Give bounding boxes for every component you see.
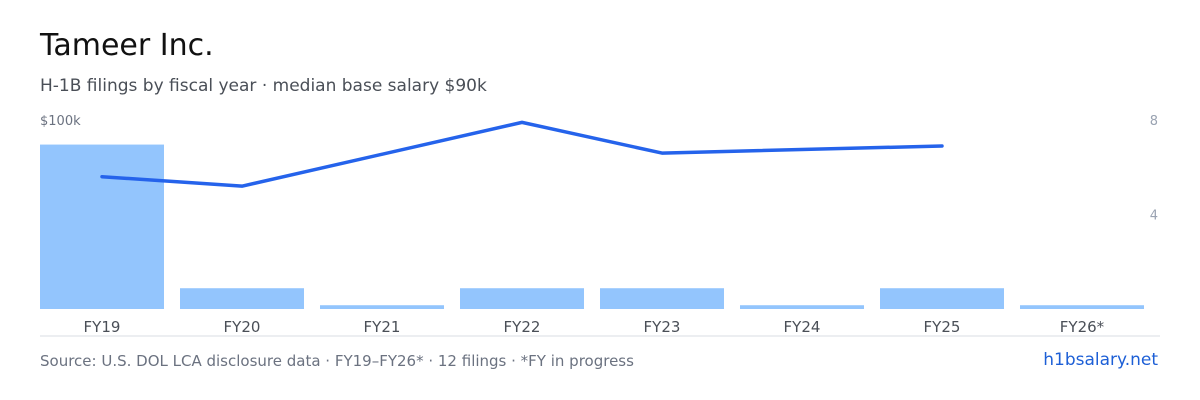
y-right-tick-4: 4 (1150, 209, 1158, 224)
x-tick-fy24: FY24 (784, 318, 821, 336)
y-left-max-label: $100k (40, 114, 81, 129)
x-tick-labels: FY19 FY20 FY21 FY22 FY23 FY24 FY25 FY26* (84, 318, 1105, 336)
axis-layer: $100k 8 4 (40, 114, 1158, 224)
x-tick-fy22: FY22 (504, 318, 541, 336)
bar-fy21 (320, 305, 444, 309)
chart-title: Tameer Inc. (40, 28, 214, 63)
bars-layer (40, 144, 1144, 309)
y-right-tick-8: 8 (1150, 114, 1158, 129)
site-link[interactable]: h1bsalary.net (1043, 350, 1158, 370)
bar-fy24 (740, 305, 864, 309)
x-tick-fy25: FY25 (924, 318, 961, 336)
x-tick-fy23: FY23 (644, 318, 681, 336)
x-tick-fy19: FY19 (84, 318, 121, 336)
bar-fy25 (880, 288, 1004, 309)
x-tick-fy20: FY20 (224, 318, 261, 336)
bar-fy20 (180, 288, 304, 309)
chart-subtitle: H-1B filings by fiscal year · median bas… (40, 76, 487, 96)
bar-fy26-partial (1020, 305, 1144, 309)
line-layer (100, 120, 944, 188)
bar-fy19 (40, 144, 164, 309)
source-note: Source: U.S. DOL LCA disclosure data · F… (40, 352, 634, 370)
bar-fy23 (600, 288, 724, 309)
bar-fy22 (460, 288, 584, 309)
salary-line (100, 120, 944, 188)
x-tick-fy26-partial: FY26* (1060, 318, 1105, 336)
x-tick-fy21: FY21 (364, 318, 401, 336)
